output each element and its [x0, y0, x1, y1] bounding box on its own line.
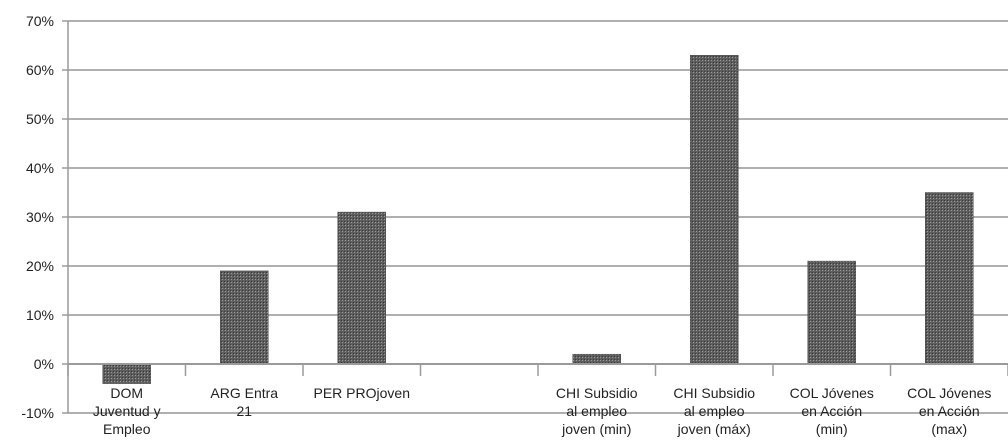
y-tick-label: 40%	[26, 160, 54, 176]
x-category-label: en Acción	[919, 403, 980, 419]
x-category-label: COL Jóvenes	[790, 385, 874, 401]
x-category-label: CHI Subsidio	[673, 385, 755, 401]
y-tick-label: 10%	[26, 307, 54, 323]
x-category-label: al empleo	[684, 403, 745, 419]
bars	[102, 55, 974, 384]
gridlines	[62, 20, 1008, 414]
x-category-label: joven (min)	[561, 421, 631, 437]
y-tick-label: 20%	[26, 258, 54, 274]
x-axis-category-labels: DOM Juventud y Empleo ARG Entra 21 PER PROjov…	[93, 385, 992, 437]
y-tick-label: 70%	[26, 13, 54, 29]
x-category-label: (min)	[816, 421, 848, 437]
bar	[337, 211, 386, 365]
y-tick-label: 50%	[26, 111, 54, 127]
x-category-label: PER PROjoven	[314, 385, 410, 401]
y-tick-label: 60%	[26, 62, 54, 78]
bar	[572, 353, 621, 365]
x-category-label: (max)	[931, 421, 967, 437]
x-category-label: CHI Subsidio	[556, 385, 638, 401]
bar	[925, 192, 974, 365]
axes	[67, 21, 1008, 413]
y-axis-tick-labels: 70% 60% 50% 40% 30% 20% 10% 0% -10%	[21, 13, 54, 421]
bar	[690, 55, 739, 365]
bar	[807, 260, 856, 365]
x-category-label: DOM	[110, 385, 143, 401]
x-category-label: Empleo	[103, 421, 151, 437]
y-tick-label: 30%	[26, 209, 54, 225]
x-category-label: 21	[236, 403, 252, 419]
x-category-label: ARG Entra	[210, 385, 278, 401]
x-category-label: al empleo	[566, 403, 627, 419]
x-category-label: en Acción	[801, 403, 862, 419]
x-category-label: joven (máx)	[677, 421, 751, 437]
x-category-label: Juventud y	[93, 403, 161, 419]
x-category-label: COL Jóvenes	[907, 385, 991, 401]
y-tick-label: 0%	[34, 356, 54, 372]
bar	[220, 270, 269, 365]
y-tick-label: -10%	[21, 405, 54, 421]
bar	[102, 363, 151, 384]
